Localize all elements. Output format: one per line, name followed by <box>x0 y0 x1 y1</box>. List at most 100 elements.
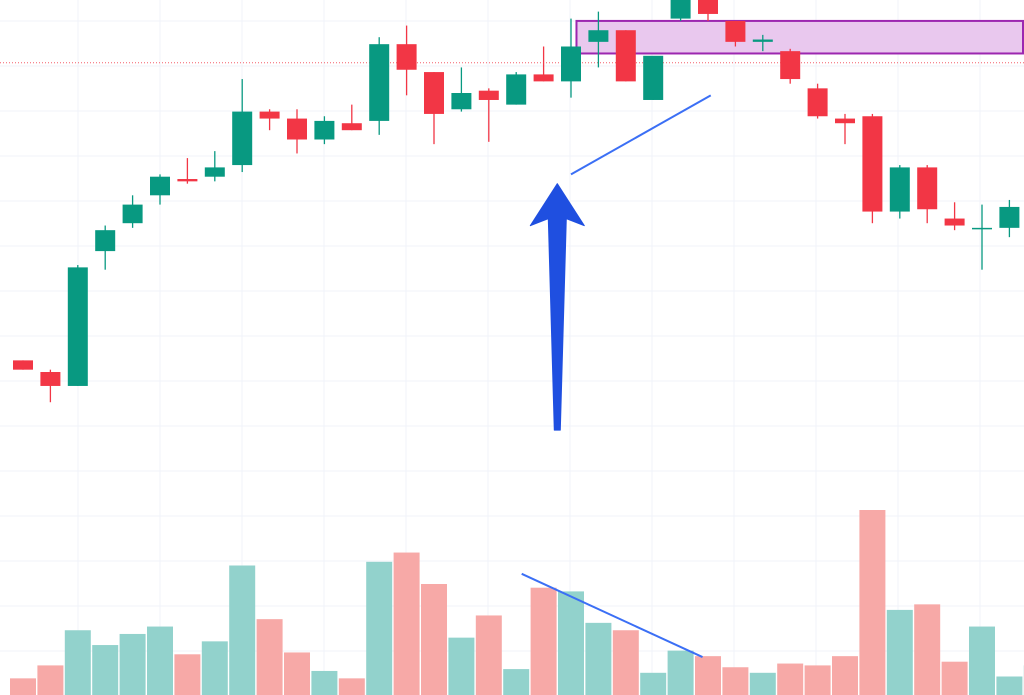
candle <box>588 11 609 68</box>
candle <box>972 204 992 270</box>
candle <box>643 55 664 100</box>
candle <box>889 165 910 219</box>
candle-body <box>122 204 143 224</box>
volume-bar <box>996 676 1023 695</box>
volume-bar <box>941 661 968 695</box>
candle <box>424 72 444 145</box>
volume-bar <box>558 591 584 695</box>
candle <box>862 113 883 224</box>
candle <box>506 72 527 105</box>
candle <box>122 195 143 228</box>
volume-bar <box>147 626 173 695</box>
volume-bar <box>64 630 91 695</box>
volume-bar <box>201 641 228 695</box>
candle-body <box>862 116 883 212</box>
candle-layer <box>13 0 1020 403</box>
volume-bar <box>229 565 256 695</box>
candle-body <box>999 206 1020 228</box>
candle-body <box>67 267 88 386</box>
candle <box>287 109 307 154</box>
candle-body <box>780 51 801 80</box>
volume-bar <box>448 637 475 695</box>
volume-bar <box>585 622 612 695</box>
candle <box>807 83 828 119</box>
candle-body <box>972 227 992 230</box>
volume-bar <box>503 669 530 695</box>
candle-body <box>506 74 527 105</box>
volume-bar <box>832 656 858 695</box>
candle-body <box>40 372 61 386</box>
volume-bar <box>722 667 749 695</box>
candle-body <box>341 123 362 131</box>
volume-bar <box>174 654 201 695</box>
candle-body <box>369 44 390 121</box>
candle-body <box>314 120 335 140</box>
volume-bar <box>612 630 639 695</box>
volume-bar <box>92 645 119 695</box>
candle-body <box>533 74 554 82</box>
candle-body <box>917 167 938 210</box>
volume-bar <box>914 604 941 695</box>
candle-body <box>944 218 965 226</box>
volume-bar <box>777 663 804 695</box>
volume-layer <box>10 510 1024 695</box>
volume-bar <box>37 665 64 695</box>
candle-body <box>561 46 581 82</box>
candle-body <box>698 0 718 14</box>
candle <box>835 113 855 145</box>
candle <box>780 48 801 84</box>
candle-body <box>424 72 444 114</box>
volume-bar <box>475 615 502 695</box>
volume-bar <box>886 609 913 695</box>
volume-bar <box>667 650 694 695</box>
resistance-zone <box>575 19 1024 55</box>
candle <box>369 37 390 135</box>
candle <box>259 109 280 131</box>
candle <box>533 46 554 82</box>
candle <box>204 151 225 182</box>
candle-body <box>232 111 253 166</box>
candle <box>615 30 636 82</box>
candle-body <box>259 111 280 119</box>
candle-body <box>807 88 828 117</box>
volume-bar <box>749 672 776 695</box>
volume-bar <box>640 672 667 695</box>
volume-bar <box>338 678 365 695</box>
candle <box>752 34 773 52</box>
candle-body <box>588 30 609 42</box>
candle-body <box>478 90 499 100</box>
volume-bar <box>366 561 393 695</box>
candle <box>944 202 965 231</box>
volume-bar <box>859 510 886 695</box>
candle-body <box>670 0 691 19</box>
candle <box>670 0 691 21</box>
annotation-layer <box>521 94 712 658</box>
price-trend-line <box>570 94 712 176</box>
candle-body <box>150 176 170 196</box>
candle <box>341 104 362 131</box>
candle-body <box>177 179 198 182</box>
candle-body <box>725 20 746 42</box>
volume-bar <box>256 619 283 695</box>
candle-body <box>204 167 225 177</box>
volume-bar <box>10 678 36 695</box>
candle-body <box>451 93 472 110</box>
candle <box>95 225 116 270</box>
candle <box>698 0 718 21</box>
candle-body <box>13 360 33 370</box>
candle <box>396 25 417 96</box>
candle-body <box>615 30 636 82</box>
candle <box>13 360 33 370</box>
candle-body <box>835 118 855 124</box>
volume-trend-line <box>521 572 703 658</box>
volume-bar <box>393 552 420 695</box>
candle <box>917 165 938 224</box>
candle-body <box>396 44 417 70</box>
candle <box>67 265 88 386</box>
volume-bar <box>421 584 447 695</box>
volume-bar <box>119 633 146 695</box>
candle <box>451 67 472 112</box>
